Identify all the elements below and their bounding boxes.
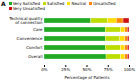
svg-text:0%: 0%: [41, 67, 48, 72]
html-text:Neutral: Neutral: [71, 1, 87, 6]
html-text:A: A: [1, 0, 6, 7]
svg-text:Convenience: Convenience: [17, 36, 43, 41]
svg-text:Technical qualityof connection: Technical qualityof connection: [8, 16, 43, 25]
svg-text:Percentage of Patients: Percentage of Patients: [65, 75, 110, 80]
svg-text:25%: 25%: [61, 67, 70, 72]
html-text:Satisfied: Satisfied: [47, 1, 65, 6]
svg-text:100%: 100%: [124, 67, 136, 72]
html-text:Very Unsatisfied: Very Unsatisfied: [12, 6, 46, 11]
html-text:Very Satisfied: Very Satisfied: [12, 1, 41, 6]
svg-text:Comfort: Comfort: [26, 45, 43, 50]
svg-text:Care: Care: [33, 27, 43, 32]
html-text:Unsatisfied: Unsatisfied: [93, 1, 116, 6]
svg-text:50%: 50%: [83, 67, 92, 72]
svg-text:Overall: Overall: [28, 54, 42, 59]
svg-text:75%: 75%: [104, 67, 113, 72]
